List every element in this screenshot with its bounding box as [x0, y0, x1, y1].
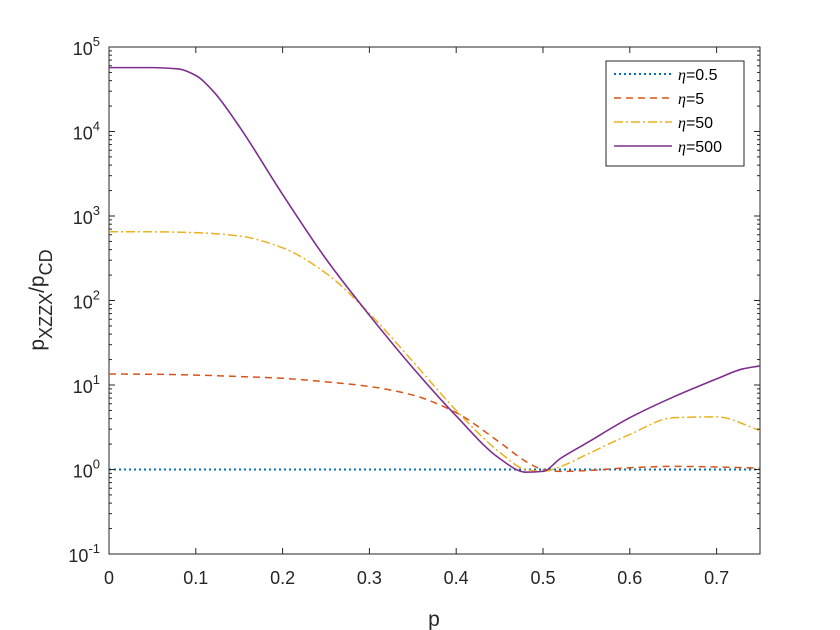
legend-label-2: η=50	[678, 115, 713, 132]
x-axis-label: p	[428, 608, 440, 630]
legend-label-3: η=500	[678, 139, 722, 156]
y-axis-ticks: 10-1 100 101 102 103 104 105	[68, 34, 760, 566]
x-tick-label: 0.6	[617, 568, 642, 588]
x-tick-label: 0.5	[530, 568, 555, 588]
legend: η=0.5 η=5 η=50 η=500	[605, 60, 745, 167]
x-axis-ticks: 0 0.1 0.2 0.3 0.4 0.5 0.6 0.7	[104, 47, 729, 588]
y-tick-label: 103	[73, 203, 100, 228]
y-tick-label: 104	[73, 119, 100, 144]
legend-label-1: η=5	[678, 91, 704, 108]
series-line-3	[109, 66, 761, 473]
x-tick-label: 0.1	[183, 568, 208, 588]
x-tick-label: 0.4	[444, 568, 469, 588]
legend-label-0: η=0.5	[678, 67, 718, 84]
y-tick-label: 10-1	[68, 541, 100, 566]
y-axis-label-base: p	[26, 339, 49, 351]
x-tick-label: 0.2	[270, 568, 295, 588]
y-axis-label-sep: /p	[26, 275, 49, 293]
y-tick-label: 100	[73, 457, 100, 482]
y-tick-label: 105	[73, 34, 100, 59]
y-axis-label: pXZZX/pCD	[26, 249, 56, 350]
y-axis-label-sub: XZZX	[36, 293, 56, 339]
y-tick-label: 102	[73, 288, 100, 313]
x-tick-label: 0.3	[357, 568, 382, 588]
y-tick-label: 101	[73, 372, 100, 397]
series-line-1	[108, 373, 761, 473]
y-axis-label-sub2: CD	[36, 249, 56, 275]
series-layer	[108, 66, 761, 473]
x-tick-label: 0.7	[704, 568, 729, 588]
x-tick-label: 0	[104, 568, 114, 588]
series-line-2	[109, 231, 761, 473]
legend-box	[605, 60, 745, 167]
